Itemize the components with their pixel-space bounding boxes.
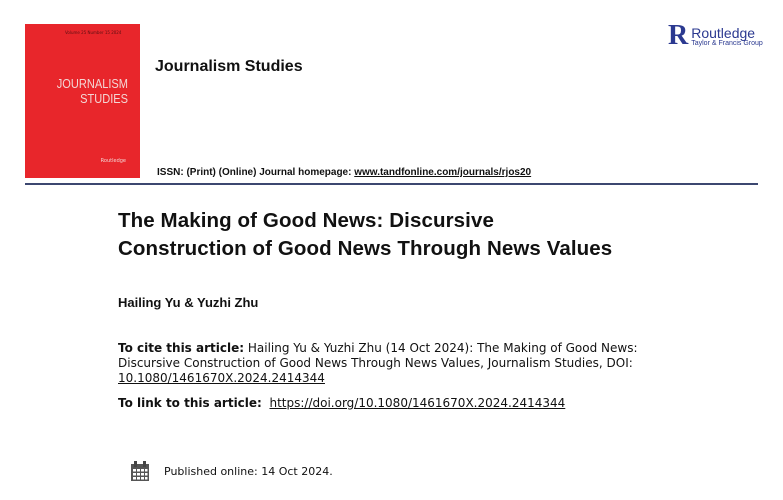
cover-title: JOURNALISM STUDIES: [40, 76, 128, 106]
title-line: The Making of Good News: Discursive: [118, 209, 494, 232]
cover-issue-text: Volume 25 Number 15 2024: [65, 30, 122, 35]
article-authors: Hailing Yu & Yuzhi Zhu: [118, 295, 259, 310]
citation-block: To cite this article: Hailing Yu & Yuzhi…: [118, 341, 638, 386]
published-text: Published online: 14 Oct 2024.: [164, 464, 333, 478]
header-divider: [25, 183, 758, 185]
cover-title-line: STUDIES: [80, 91, 128, 106]
cover-title-line: JOURNALISM: [56, 76, 128, 91]
cite-label: To cite this article:: [118, 341, 245, 355]
title-line: Construction of Good News Through News V…: [118, 237, 613, 260]
calendar-icon: [131, 461, 149, 481]
routledge-r-icon: R: [668, 20, 689, 51]
journal-cover-image: Volume 25 Number 15 2024 JOURNALISM STUD…: [25, 24, 140, 178]
routledge-logo: R Routledge Taylor & Francis Group: [668, 20, 763, 51]
issn-line: ISSN: (Print) (Online) Journal homepage:…: [157, 167, 531, 178]
doi-link[interactable]: 10.1080/1461670X.2024.2414344: [118, 371, 325, 385]
published-online: Published online: 14 Oct 2024.: [130, 460, 333, 482]
cite-text: Hailing Yu & Yuzhi Zhu (14 Oct 2024): Th…: [118, 341, 638, 370]
issn-label: ISSN: (Print) (Online) Journal homepage:: [157, 167, 355, 178]
article-link-line: To link to this article: https://doi.org…: [118, 396, 565, 410]
journal-name: Journalism Studies: [155, 58, 303, 75]
journal-homepage-link[interactable]: www.tandfonline.com/journals/rjos20: [354, 167, 532, 178]
logo-subtitle: Taylor & Francis Group: [691, 39, 763, 47]
article-url-link[interactable]: https://doi.org/10.1080/1461670X.2024.24…: [269, 396, 566, 410]
link-label: To link to this article:: [118, 396, 262, 410]
cover-publisher-mark: Routledge: [100, 158, 126, 164]
article-title: The Making of Good News: Discursive Cons…: [118, 207, 612, 263]
logo-name: Routledge: [691, 24, 756, 41]
